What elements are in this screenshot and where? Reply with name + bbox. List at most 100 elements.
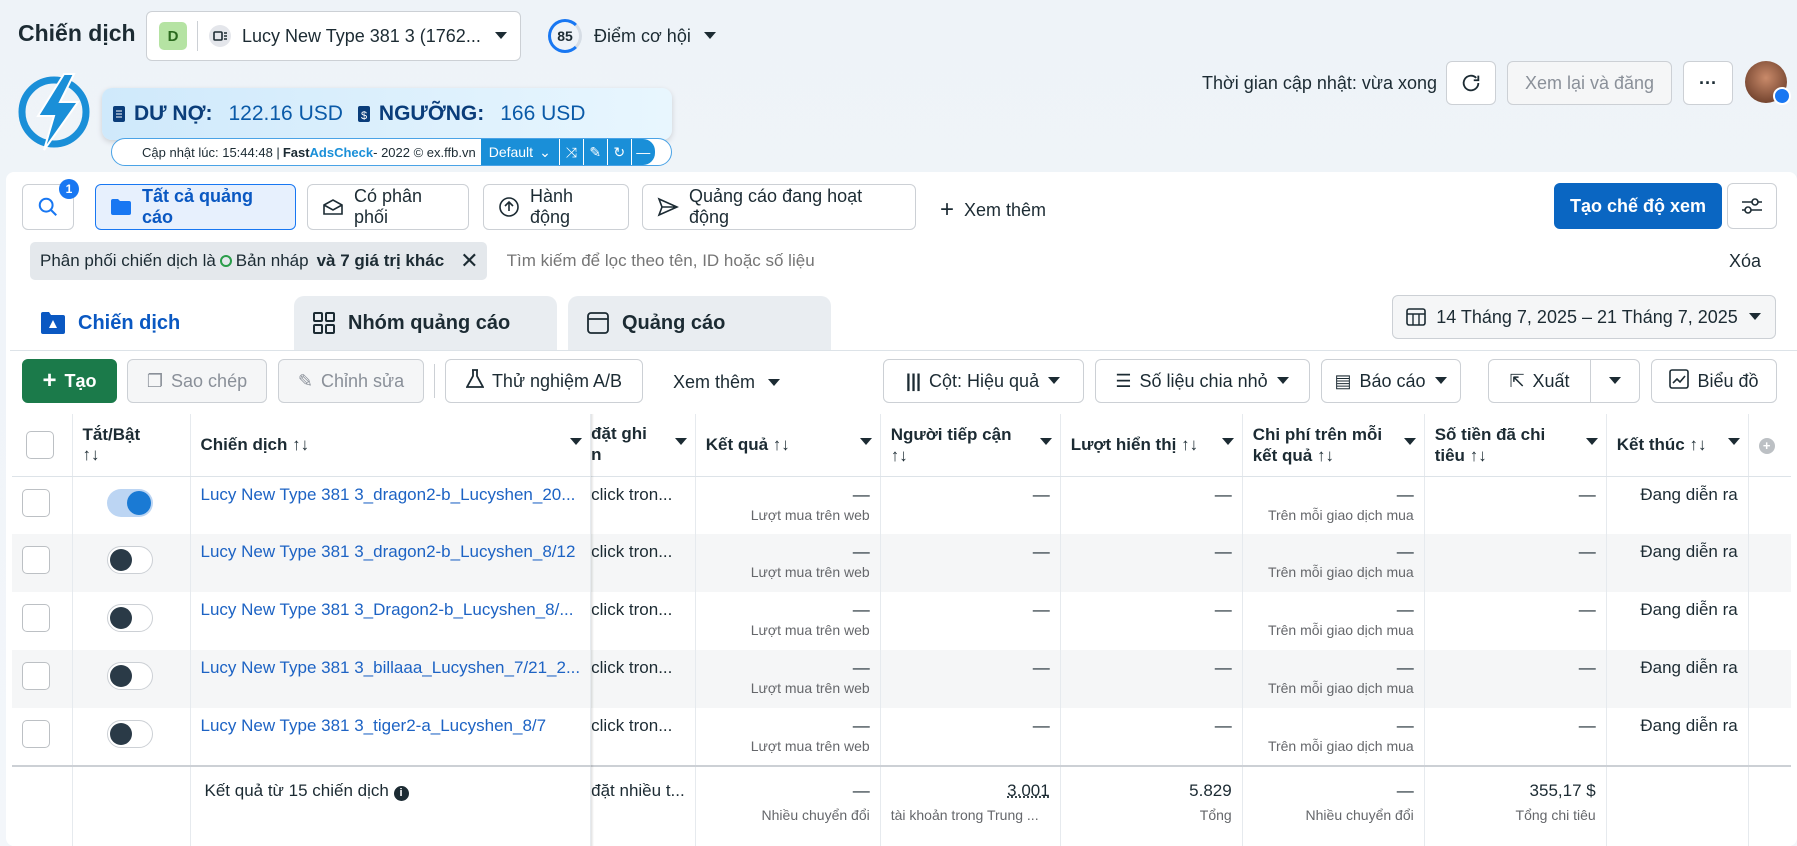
- campaign-name-link[interactable]: Lucy New Type 381 3_tiger2-a_Lucyshen_8/…: [200, 716, 547, 735]
- campaign-toggle[interactable]: [106, 662, 153, 690]
- header-amount-spent[interactable]: Số tiền đã chi tiêu ↑↓: [1424, 414, 1607, 477]
- create-view-button[interactable]: Tạo chế độ xem: [1554, 183, 1722, 229]
- chevron-down-icon[interactable]: [1039, 438, 1052, 445]
- row-checkbox[interactable]: [22, 488, 50, 517]
- opportunity-score[interactable]: 85 Điểm cơ hội: [548, 19, 717, 53]
- add-column-icon[interactable]: +: [1758, 437, 1775, 454]
- chevron-down-icon[interactable]: [674, 438, 687, 445]
- header-attribution[interactable]: đặt ghi n: [590, 414, 696, 477]
- charts-button[interactable]: Biểu đồ: [1651, 359, 1777, 403]
- edit-button[interactable]: ✎ Chỉnh sửa: [278, 359, 424, 403]
- clear-filters-button[interactable]: Xóa: [1728, 250, 1761, 271]
- campaign-name-link[interactable]: Lucy New Type 381 3_Dragon2-b_Lucyshen_8…: [200, 600, 574, 619]
- row-toggle-cell[interactable]: [72, 708, 191, 766]
- export-button[interactable]: ⇱ Xuất: [1488, 359, 1591, 403]
- tab-active-ads[interactable]: Quảng cáo đang hoạt động: [642, 184, 916, 230]
- more-actions-button[interactable]: Xem thêm: [673, 372, 781, 393]
- sort-icon[interactable]: ↑↓: [82, 444, 100, 464]
- export-dropdown[interactable]: [1590, 359, 1640, 403]
- header-cost-per-result[interactable]: Chi phí trên mỗi kết quả ↑↓: [1242, 414, 1425, 477]
- row-select-cell[interactable]: [12, 650, 73, 708]
- shuffle-icon[interactable]: ⤨: [558, 139, 583, 165]
- table-row[interactable]: Lucy New Type 381 3_billaaa_Lucyshen_7/2…: [12, 650, 1792, 708]
- header-results[interactable]: Kết quả ↑↓: [695, 414, 881, 477]
- row-select-cell[interactable]: [12, 476, 73, 534]
- table-row[interactable]: Lucy New Type 381 3_tiger2-a_Lucyshen_8/…: [12, 708, 1791, 766]
- date-range-picker[interactable]: 14 Tháng 7, 2025 – 21 Tháng 7, 2025: [1392, 295, 1776, 339]
- account-selector[interactable]: D Lucy New Type 381 3 (1762...: [146, 11, 521, 61]
- campaign-name-cell[interactable]: Lucy New Type 381 3_billaaa_Lucyshen_7/2…: [190, 650, 592, 708]
- select-all-checkbox[interactable]: [26, 430, 54, 459]
- select-all-header[interactable]: [12, 414, 73, 477]
- sort-icon[interactable]: ↑↓: [772, 434, 790, 454]
- add-column-header[interactable]: +: [1748, 414, 1792, 477]
- tab-ad-sets[interactable]: Nhóm quảng cáo: [294, 296, 557, 350]
- search-button[interactable]: 1: [22, 179, 79, 230]
- row-toggle-cell[interactable]: [72, 592, 191, 650]
- header-reach[interactable]: Người tiếp cận ↑↓: [880, 414, 1061, 477]
- chevron-down-icon[interactable]: [1403, 438, 1416, 445]
- table-row[interactable]: Lucy New Type 381 3_dragon2-b_Lucyshen_8…: [12, 534, 1792, 592]
- sort-icon[interactable]: ↑↓: [890, 445, 908, 465]
- info-icon[interactable]: i: [393, 786, 409, 801]
- campaign-name-cell[interactable]: Lucy New Type 381 3_dragon2-b_Lucyshen_8…: [190, 534, 592, 592]
- row-toggle-cell[interactable]: [72, 476, 191, 534]
- header-impressions[interactable]: Lượt hiển thị ↑↓: [1060, 414, 1243, 477]
- reports-dropdown[interactable]: ▤ Báo cáo: [1321, 359, 1461, 403]
- campaign-name-cell[interactable]: Lucy New Type 381 3_dragon2-b_Lucyshen_2…: [190, 476, 592, 534]
- row-checkbox[interactable]: [22, 720, 50, 748]
- ab-test-button[interactable]: Thử nghiệm A/B: [445, 359, 643, 403]
- row-select-cell[interactable]: [12, 708, 73, 766]
- header-ends[interactable]: Kết thúc ↑↓: [1606, 414, 1749, 477]
- campaign-toggle[interactable]: [106, 546, 153, 574]
- sort-icon[interactable]: ↑↓: [1469, 445, 1487, 465]
- row-toggle-cell[interactable]: [72, 650, 191, 708]
- create-button[interactable]: + Tạo: [22, 359, 117, 403]
- sort-icon[interactable]: ↑↓: [1181, 434, 1199, 454]
- campaign-toggle[interactable]: [106, 604, 153, 632]
- row-checkbox[interactable]: [22, 662, 50, 690]
- row-checkbox[interactable]: [22, 604, 50, 632]
- more-options-button[interactable]: ···: [1683, 61, 1733, 105]
- header-campaign[interactable]: Chiến dịch ↑↓: [190, 414, 592, 477]
- columns-dropdown[interactable]: ||| Cột: Hiệu quả: [883, 359, 1084, 403]
- sort-icon[interactable]: ↑↓: [292, 434, 310, 454]
- minimize-icon[interactable]: —: [630, 139, 655, 165]
- chevron-down-icon[interactable]: [570, 438, 583, 445]
- campaign-name-cell[interactable]: Lucy New Type 381 3_tiger2-a_Lucyshen_8/…: [190, 708, 592, 766]
- chevron-down-icon[interactable]: [1585, 438, 1598, 445]
- tab-all-ads[interactable]: Tất cả quảng cáo: [95, 184, 296, 230]
- settings-sliders-button[interactable]: [1727, 183, 1777, 229]
- row-toggle-cell[interactable]: [72, 534, 191, 592]
- review-publish-button[interactable]: Xem lại và đăng: [1507, 61, 1672, 105]
- edit-icon[interactable]: ✎: [582, 139, 607, 165]
- campaign-name-link[interactable]: Lucy New Type 381 3_billaaa_Lucyshen_7/2…: [200, 658, 581, 677]
- campaign-toggle[interactable]: [106, 488, 153, 517]
- chevron-down-icon[interactable]: [859, 438, 872, 445]
- close-icon[interactable]: ✕: [460, 248, 479, 273]
- filter-chip[interactable]: Phân phối chiến dịch là Bản nháp và 7 gi…: [30, 242, 487, 280]
- refresh-button[interactable]: [1446, 61, 1496, 105]
- breakdown-dropdown[interactable]: ☰ Số liệu chia nhỏ: [1095, 359, 1310, 403]
- header-toggle[interactable]: Tắt/Bật ↑↓: [72, 414, 191, 477]
- row-checkbox[interactable]: [22, 546, 50, 574]
- sort-icon[interactable]: ↑↓: [1689, 434, 1707, 454]
- chevron-down-icon[interactable]: [1727, 438, 1740, 445]
- avatar[interactable]: [1745, 61, 1791, 105]
- row-select-cell[interactable]: [12, 534, 73, 592]
- row-select-cell[interactable]: [12, 592, 73, 650]
- tab-actions[interactable]: Hành động: [483, 184, 629, 230]
- table-row[interactable]: Lucy New Type 381 3_Dragon2-b_Lucyshen_8…: [12, 592, 1791, 650]
- tab-delivered[interactable]: Có phân phối: [307, 184, 469, 230]
- campaign-toggle[interactable]: [106, 720, 153, 748]
- profile-select[interactable]: Default ⌄: [480, 139, 559, 165]
- duplicate-button[interactable]: ❐ Sao chép: [127, 359, 267, 403]
- campaign-name-cell[interactable]: Lucy New Type 381 3_Dragon2-b_Lucyshen_8…: [190, 592, 592, 650]
- campaign-name-link[interactable]: Lucy New Type 381 3_dragon2-b_Lucyshen_8…: [200, 542, 576, 561]
- tab-campaigns[interactable]: Chiến dịch: [22, 296, 284, 350]
- campaign-name-link[interactable]: Lucy New Type 381 3_dragon2-b_Lucyshen_2…: [200, 484, 576, 504]
- see-more-button[interactable]: + Xem thêm: [940, 196, 1046, 224]
- tab-ads[interactable]: Quảng cáo: [568, 296, 831, 350]
- chevron-down-icon[interactable]: [1221, 438, 1234, 445]
- table-row[interactable]: Lucy New Type 381 3_dragon2-b_Lucyshen_2…: [12, 476, 1791, 534]
